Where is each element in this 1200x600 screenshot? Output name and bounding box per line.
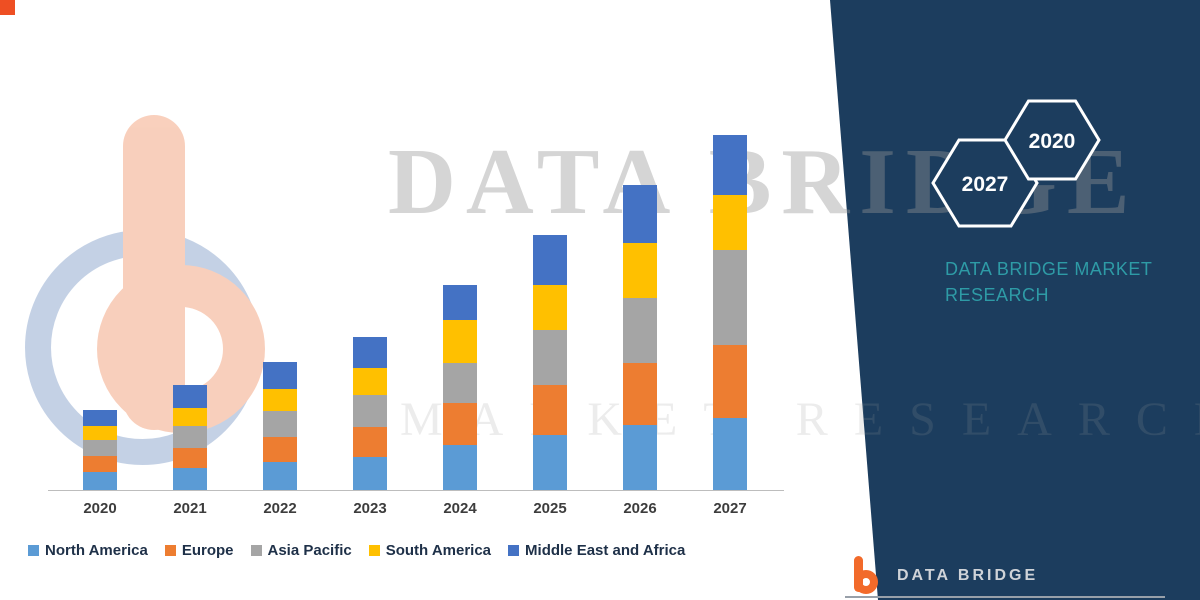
hexagon-2020	[1003, 99, 1101, 181]
segment-europe-2027	[713, 345, 747, 418]
segment-asia-pacific-2023	[353, 395, 387, 427]
legend-swatch-europe	[164, 545, 176, 556]
segment-south-america-2021	[173, 408, 207, 426]
segment-north-america-2023	[353, 457, 387, 490]
segment-north-america-2021	[173, 468, 207, 490]
bar-2022	[263, 362, 297, 490]
x-label-2023: 2023	[353, 500, 387, 517]
legend-label-middle-east-and-africa: Middle East and Africa	[525, 542, 686, 559]
legend-label-asia-pacific: Asia Pacific	[267, 542, 352, 559]
bar-2026	[623, 185, 657, 490]
legend-swatch-middle-east-and-africa	[508, 545, 520, 556]
hexagon-2027	[931, 138, 1039, 228]
bar-2020	[83, 410, 117, 490]
legend-item-asia-pacific: Asia Pacific	[250, 542, 352, 559]
segment-middle-east-and-africa-2022	[263, 362, 297, 389]
segment-south-america-2023	[353, 368, 387, 395]
segment-north-america-2024	[443, 445, 477, 490]
segment-asia-pacific-2022	[263, 411, 297, 437]
legend-swatch-north-america	[28, 545, 39, 556]
segment-asia-pacific-2020	[83, 440, 117, 456]
x-label-2024: 2024	[443, 500, 477, 517]
corner-accent-square	[0, 0, 15, 15]
data-bridge-logo-icon	[845, 556, 885, 596]
x-label-2022: 2022	[263, 500, 297, 517]
footer-brand-text: DATA BRIDGE	[897, 567, 1039, 584]
segment-asia-pacific-2027	[713, 250, 747, 345]
logo-ring-icon	[854, 570, 878, 594]
stacked-bar-chart	[55, 120, 775, 490]
segment-south-america-2026	[623, 243, 657, 298]
legend-swatch-south-america	[368, 545, 380, 556]
segment-europe-2020	[83, 456, 117, 472]
legend-label-europe: Europe	[181, 542, 234, 559]
legend-item-south-america: South America	[368, 542, 492, 559]
segment-south-america-2027	[713, 195, 747, 250]
segment-middle-east-and-africa-2021	[173, 385, 207, 408]
segment-south-america-2022	[263, 389, 297, 411]
segment-asia-pacific-2025	[533, 330, 567, 385]
segment-north-america-2027	[713, 418, 747, 490]
x-label-2021: 2021	[173, 500, 207, 517]
footer-divider	[845, 596, 1165, 598]
brand-title: DATA BRIDGE MARKET RESEARCH	[945, 259, 1153, 306]
segment-europe-2024	[443, 403, 477, 445]
x-label-2026: 2026	[623, 500, 657, 517]
bar-2023	[353, 337, 387, 490]
chart-legend: North America Europe Asia Pacific South Ame…	[28, 542, 685, 559]
data-bridge-logo-watermark-icon	[25, 115, 355, 505]
segment-middle-east-and-africa-2024	[443, 285, 477, 320]
bar-2021	[173, 385, 207, 490]
x-axis-line	[48, 490, 784, 491]
x-label-2025: 2025	[533, 500, 567, 517]
segment-europe-2026	[623, 363, 657, 425]
legend-swatch-asia-pacific	[250, 545, 262, 556]
year-hexagons: 2027 2020	[931, 99, 1101, 228]
bar-2027	[713, 135, 747, 490]
hexagon-2020-label: 2020	[1029, 130, 1076, 153]
legend-item-north-america: North America	[28, 542, 148, 559]
segment-middle-east-and-africa-2026	[623, 185, 657, 243]
brand-panel-background	[830, 0, 1200, 600]
segment-north-america-2026	[623, 425, 657, 490]
footer-logo: DATA BRIDGE	[845, 556, 1038, 596]
segment-middle-east-and-africa-2020	[83, 410, 117, 426]
bar-2025	[533, 235, 567, 490]
legend-label-south-america: South America	[385, 542, 492, 559]
segment-asia-pacific-2021	[173, 426, 207, 448]
segment-north-america-2022	[263, 462, 297, 490]
segment-south-america-2024	[443, 320, 477, 363]
x-axis-labels: 2020 2021 2022 2023 2024 2025 2026 2027	[55, 500, 775, 517]
legend-item-europe: Europe	[164, 542, 234, 559]
x-label-2020: 2020	[83, 500, 117, 517]
segment-middle-east-and-africa-2025	[533, 235, 567, 285]
segment-europe-2023	[353, 427, 387, 457]
segment-europe-2022	[263, 437, 297, 462]
segment-south-america-2020	[83, 426, 117, 440]
legend-item-middle-east-and-africa: Middle East and Africa	[508, 542, 685, 559]
bar-2024	[443, 285, 477, 490]
segment-north-america-2020	[83, 472, 117, 490]
segment-europe-2021	[173, 448, 207, 468]
x-label-2027: 2027	[713, 500, 747, 517]
segment-europe-2025	[533, 385, 567, 435]
segment-asia-pacific-2026	[623, 298, 657, 363]
segment-asia-pacific-2024	[443, 363, 477, 403]
segment-north-america-2025	[533, 435, 567, 490]
legend-label-north-america: North America	[45, 542, 148, 559]
segment-south-america-2025	[533, 285, 567, 330]
hexagon-2027-label: 2027	[962, 173, 1009, 196]
segment-middle-east-and-africa-2023	[353, 337, 387, 368]
segment-middle-east-and-africa-2027	[713, 135, 747, 195]
